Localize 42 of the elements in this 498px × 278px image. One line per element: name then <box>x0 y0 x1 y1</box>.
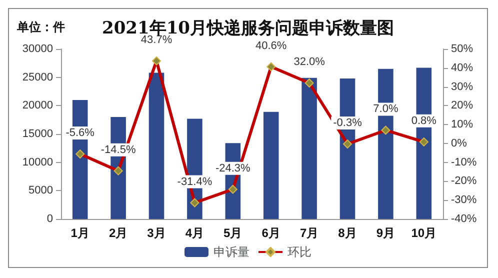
data-label: 0.8% <box>411 114 437 127</box>
y2-tick-label: -30% <box>451 194 477 206</box>
x-tick-label: 5月 <box>224 226 242 240</box>
bar <box>263 112 279 219</box>
data-label: -0.3% <box>333 117 362 130</box>
y-tick-label: 20000 <box>22 100 53 112</box>
legend-label: 申诉量 <box>214 245 250 259</box>
y-tick-label: 0 <box>46 213 53 225</box>
data-label: 32.0% <box>294 56 326 68</box>
y2-tick-label: -40% <box>451 213 477 225</box>
x-tick-label: 3月 <box>147 226 166 240</box>
x-tick-label: 4月 <box>185 226 204 240</box>
y-tick-label: 5000 <box>28 184 53 197</box>
text: 单位：件 <box>16 20 65 34</box>
y-tick-label: 10000 <box>22 156 53 168</box>
x-tick-label: 9月 <box>376 226 396 240</box>
x-tick-label: 6月 <box>262 226 280 240</box>
data-label: -14.5% <box>100 144 136 156</box>
y2-tick-label: 40% <box>451 62 474 74</box>
y2-tick-label: 50% <box>451 43 474 55</box>
y2-tick-label: 10% <box>451 118 474 131</box>
x-tick-label: 8月 <box>338 226 357 240</box>
bar <box>148 72 164 219</box>
data-label: -24.3% <box>215 162 251 174</box>
data-label: 7.0% <box>373 103 398 116</box>
y2-tick-label: -20% <box>451 175 477 188</box>
y2-tick-label: 20% <box>451 100 474 112</box>
y2-tick-label: 30% <box>451 80 474 93</box>
x-tick-label: 10月 <box>411 226 437 240</box>
y2-tick-label: -10% <box>451 156 477 168</box>
x-tick-label: 1月 <box>70 226 90 240</box>
x-tick-label: 2月 <box>108 226 128 240</box>
y-tick-label: 15000 <box>22 128 53 140</box>
data-label: -5.6% <box>66 127 95 140</box>
x-tick-label: 7月 <box>300 226 319 240</box>
bar <box>302 78 317 219</box>
data-label: -31.4% <box>177 176 212 188</box>
y2-tick-label: 0% <box>451 137 468 150</box>
legend-label: 环比 <box>288 245 312 259</box>
y-tick-label: 30000 <box>22 43 53 55</box>
y-tick-label: 25000 <box>22 71 53 84</box>
data-label: 40.6% <box>256 40 287 52</box>
